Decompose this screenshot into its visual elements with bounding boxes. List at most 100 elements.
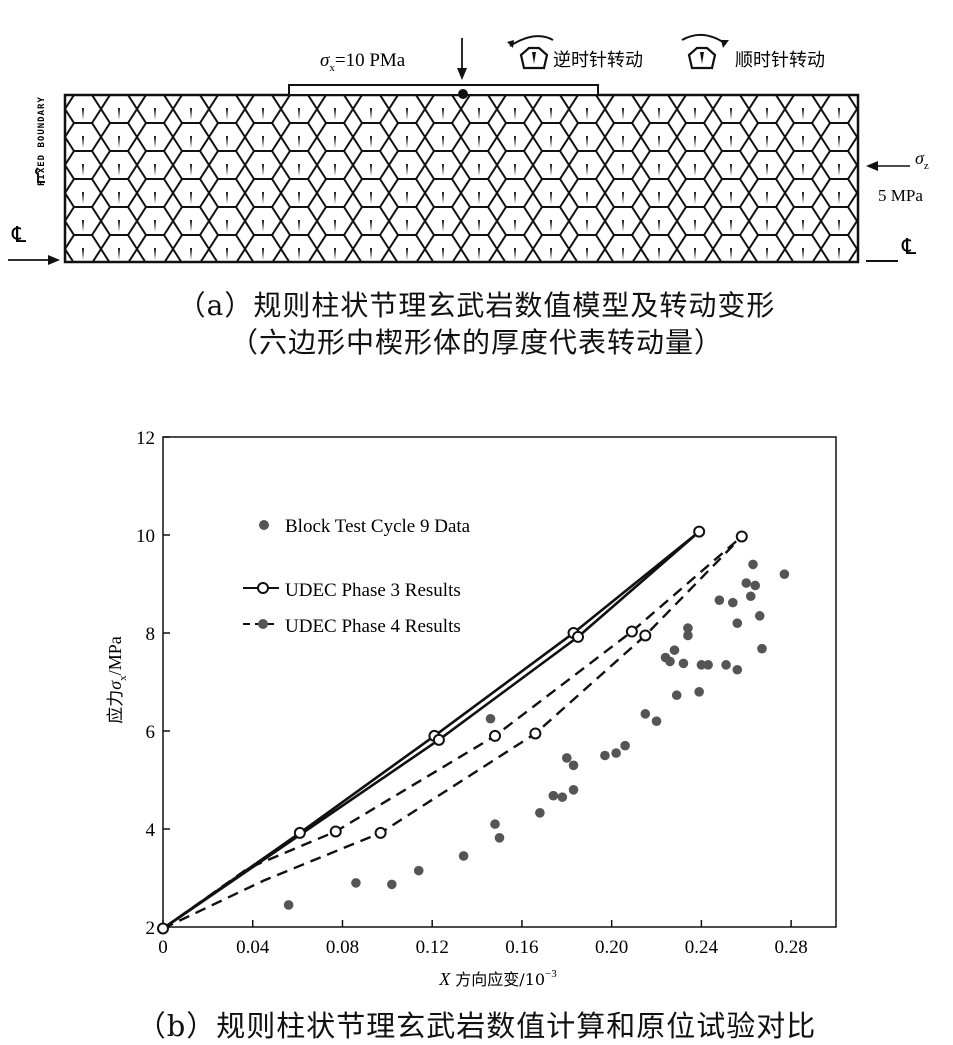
phase4-marker [625, 625, 638, 638]
phase4-dashed-line [162, 535, 743, 930]
phase3-marker [157, 922, 169, 935]
legend-marker-phase4 [258, 619, 268, 629]
phase4-dashed-line [162, 535, 743, 930]
block-test-point [458, 851, 469, 861]
sigma-x-label: σx=10 PMa [320, 50, 406, 74]
phase4-marker [735, 530, 748, 543]
vertical-load-arrowhead [457, 68, 467, 80]
sigma-z-value: 5 MPa [878, 186, 923, 205]
phase3-marker [432, 733, 445, 746]
legend-label-phase3: UDEC Phase 3 Results [285, 580, 461, 601]
block-test-point [703, 660, 713, 670]
panel-a-caption-line1: （a）规则柱状节理玄武岩数值模型及转动变形 [177, 289, 776, 322]
block-test-point [568, 760, 579, 771]
block-test-point [683, 623, 693, 633]
phase3-marker [693, 525, 706, 538]
x-axis-label: X 方向应变/10−3 [438, 968, 557, 989]
y-tick-label: 4 [146, 820, 156, 841]
x-tick-label: 0.16 [505, 937, 538, 958]
block-test-point [671, 690, 682, 701]
phase4-marker [639, 629, 652, 642]
block-test-point [620, 740, 630, 751]
y-tick-label: 10 [136, 526, 155, 547]
horizontal-load-arrowhead [866, 161, 878, 171]
fixed-boundary-bracket [35, 167, 45, 183]
block-test-point [683, 630, 693, 641]
block-test-point [678, 658, 689, 669]
legend: Block Test Cycle 9 Data UDEC Phase 3 Res… [243, 516, 471, 637]
right-centerline-symbol: ℄ [901, 235, 917, 260]
ccw-rotation-label: 逆时针转动 [553, 50, 643, 71]
y-tick-label: 12 [136, 428, 155, 449]
block-test-point [732, 618, 743, 628]
block-test-point [283, 900, 294, 910]
block-test-point [413, 865, 424, 876]
panel-a-caption-line2: （六边形中楔形体的厚度代表转动量） [229, 326, 723, 359]
y-tick-label: 8 [146, 624, 156, 645]
legend-marker-block-test [259, 520, 269, 530]
cw-rotation-label: 顺时针转动 [735, 50, 825, 71]
x-tick-label: 0.04 [236, 937, 270, 958]
phase3-marker [572, 630, 585, 643]
left-boundary-arrowhead [48, 255, 60, 265]
block-test-point [748, 559, 758, 570]
block-test-point [611, 748, 621, 758]
hexagonal-column-block [63, 93, 860, 264]
block-test-point [651, 716, 662, 726]
clockwise-rotation-icon [681, 33, 729, 70]
block-test-point [562, 753, 572, 763]
phase3-marker [293, 826, 306, 839]
block-test-point [669, 645, 680, 655]
x-tick-label: 0.24 [685, 937, 719, 958]
phase4-marker [329, 825, 342, 838]
block-test-point [745, 591, 756, 602]
fixed-boundary-label: FIXED BOUNDARY [37, 96, 47, 186]
block-test-point [696, 660, 707, 670]
block-test-point [754, 611, 765, 621]
block-test-point [568, 785, 579, 795]
y-axis-label: 应力σx/MPa [105, 636, 129, 723]
x-tick-label: 0.20 [595, 937, 628, 958]
block-test-point [548, 790, 559, 801]
x-tick-label: 0.28 [775, 937, 808, 958]
phase4-marker [529, 727, 542, 740]
legend-label-block-test: Block Test Cycle 9 Data [285, 516, 471, 537]
legend-marker-phase3 [257, 582, 269, 594]
plot-frame [162, 436, 837, 928]
x-tick-label: 0.12 [416, 937, 449, 958]
block-test-point [750, 580, 761, 591]
counterclockwise-rotation-icon [507, 35, 554, 70]
panel-b-caption: （b）规则柱状节理玄武岩数值计算和原位试验对比 [136, 1009, 817, 1043]
y-tick-label: 6 [146, 722, 156, 743]
left-centerline-symbol: ℄ [11, 223, 27, 248]
block-test-point [741, 578, 752, 588]
block-test-point [351, 878, 361, 888]
sigma-z-label: σz [915, 148, 929, 172]
block-test-point [779, 569, 790, 579]
block-test-point [728, 597, 738, 608]
legend-label-phase4: UDEC Phase 4 Results [285, 616, 461, 637]
loading-plate [288, 84, 599, 96]
load-point-dot [458, 89, 468, 99]
phase4-marker [374, 826, 387, 839]
block-test-point [694, 687, 704, 697]
block-test-point [494, 833, 505, 843]
block-test-point [732, 664, 743, 675]
block-test-point [757, 643, 767, 654]
block-test-point [535, 808, 545, 818]
block-test-point [721, 660, 731, 670]
x-tick-label: 0 [158, 937, 168, 958]
block-test-point [714, 595, 725, 605]
x-tick-label: 0.08 [326, 937, 359, 958]
block-test-point [600, 750, 610, 761]
y-tick-label: 2 [146, 918, 156, 939]
block-test-point [665, 656, 675, 667]
block-test-point [485, 713, 496, 724]
block-test-point [557, 792, 568, 802]
phase4-marker [489, 729, 502, 742]
block-test-point [387, 879, 397, 890]
block-test-point [640, 709, 651, 719]
block-test-point [490, 819, 500, 829]
